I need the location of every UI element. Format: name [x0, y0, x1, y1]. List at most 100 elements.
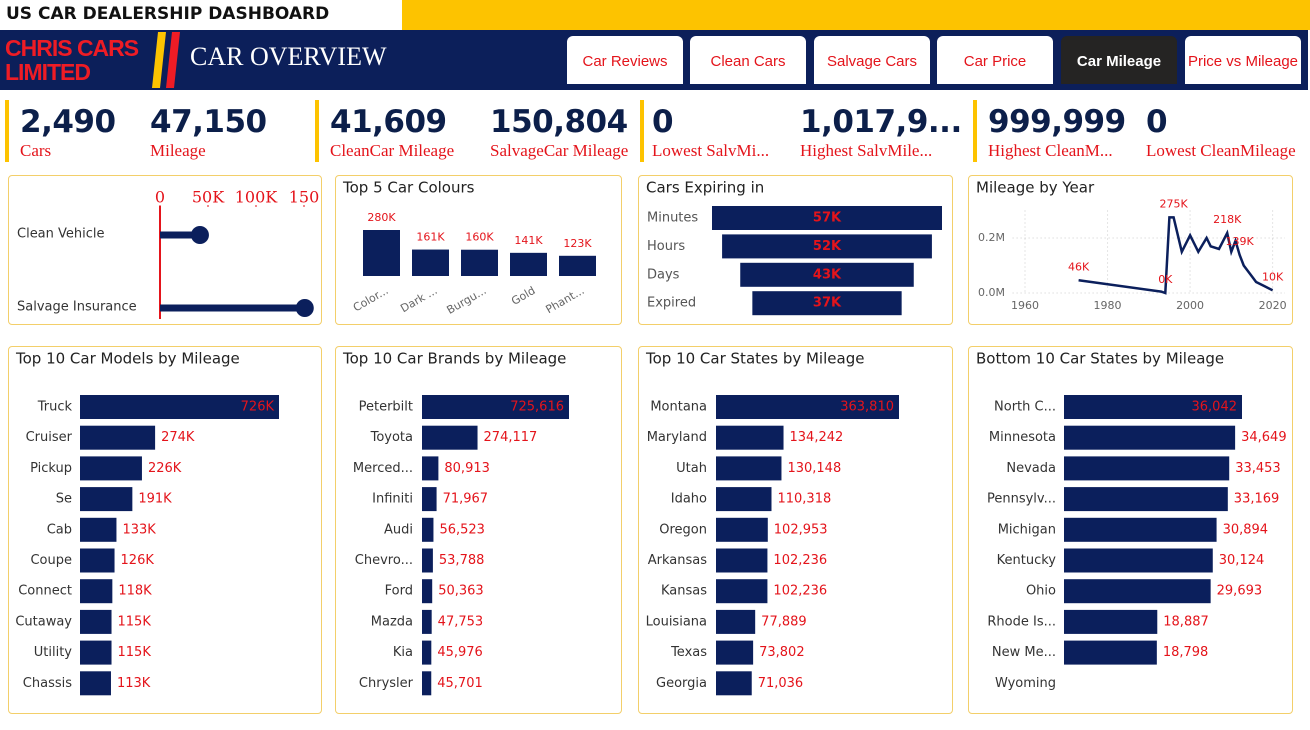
bar — [80, 517, 117, 542]
category-label: Merced... — [353, 461, 413, 476]
x-tick-label: Dark ... — [398, 284, 439, 315]
nav-tab[interactable]: Car Price — [937, 36, 1053, 84]
category-label: Salvage Insurance — [17, 300, 137, 315]
chart-title: Top 10 Car States by Mileage — [645, 350, 864, 368]
category-label: Oregon — [659, 522, 707, 537]
kpi-card: 41,609 CleanCar Mileage — [330, 102, 454, 160]
value-label: 57K — [813, 211, 842, 226]
chart-title: Bottom 10 Car States by Mileage — [976, 350, 1224, 368]
bar — [716, 395, 899, 419]
category-label: Kentucky — [997, 553, 1057, 568]
value-label: 115K — [118, 645, 152, 660]
bar — [80, 456, 142, 481]
kpi-value: 1,017,9... — [800, 104, 962, 140]
category-label: Chevro... — [355, 553, 413, 568]
funnel-bar — [712, 206, 942, 230]
kpi-label: Highest SalvMile... — [800, 141, 933, 160]
bar — [716, 517, 768, 542]
kpi-value: 999,999 — [988, 104, 1126, 140]
x-tick-label: Burgu... — [445, 284, 489, 317]
funnel-bar — [752, 291, 902, 316]
value-label: 725,616 — [510, 400, 564, 415]
category-label: Chrysler — [359, 676, 414, 691]
kpi-label: SalvageCar Mileage — [490, 141, 629, 160]
value-label: 77,889 — [761, 614, 807, 629]
x-tick-label: 1980 — [1094, 299, 1122, 312]
category-label: Maryland — [647, 430, 707, 445]
x-tick-label: 2020 — [1259, 299, 1287, 312]
kpi-label: Lowest SalvMi... — [652, 141, 770, 160]
header-accent — [402, 0, 1310, 30]
chart-panel: Top 10 Car Brands by Mileage Peterbilt 725… — [335, 346, 622, 714]
bar — [422, 579, 433, 604]
bar — [80, 640, 112, 665]
stripe — [166, 32, 180, 88]
category-label: Idaho — [671, 492, 707, 507]
value-label: 33,169 — [1234, 492, 1280, 507]
chart-title: Top 10 Car Brands by Mileage — [342, 350, 566, 368]
value-label: 139K — [1225, 235, 1254, 248]
value-label: 191K — [138, 492, 172, 507]
category-label: Rhode Is... — [987, 614, 1056, 629]
bar — [716, 456, 782, 481]
value-label: 102,953 — [774, 522, 828, 537]
category-label: Ford — [385, 584, 413, 599]
kpi-separator — [640, 100, 644, 162]
kpi-separator — [973, 100, 977, 162]
bar — [363, 230, 400, 276]
logo-stripes — [152, 32, 180, 88]
nav-tab[interactable]: Car Mileage — [1061, 36, 1177, 84]
value-label: 50,363 — [438, 584, 484, 599]
chart: Mileage by Year 0.0M 0.2M 1960 1980 2000 2020 4… — [976, 179, 1287, 313]
value-label: 363,810 — [840, 400, 894, 415]
category-label: Texas — [670, 645, 707, 660]
page-title: CAR OVERVIEW — [190, 42, 387, 71]
chart-title: Top 5 Car Colours — [342, 179, 475, 197]
bar — [559, 255, 596, 276]
value-label: 160K — [465, 231, 494, 244]
chart-title: Top 10 Car Models by Mileage — [15, 350, 240, 368]
kpi-value: 150,804 — [490, 104, 628, 140]
value-label: 30,894 — [1223, 522, 1269, 537]
nav-tab[interactable]: Salvage Cars — [814, 36, 930, 84]
category-label: Montana — [650, 400, 707, 415]
funnel-bar — [722, 234, 932, 259]
category-label: Minutes — [647, 211, 698, 226]
category-label: Se — [56, 492, 72, 507]
bar — [461, 249, 498, 276]
chart: Top 10 Car Brands by Mileage Peterbilt 725… — [342, 350, 569, 696]
chart-panel: 0 50K 100K 150 Clean Vehicle Salvage Insuranc… — [8, 175, 322, 325]
chart: Top 5 Car Colours 280K Color... 161K Dark ..… — [342, 179, 596, 317]
x-tick-label: Gold — [509, 284, 537, 308]
value-label: 218K — [1213, 213, 1242, 226]
kpi-card: 0 Lowest SalvMi... — [652, 102, 769, 160]
bar — [422, 425, 478, 450]
nav-tab[interactable]: Car Reviews — [567, 36, 683, 84]
value-label: 726K — [241, 400, 275, 415]
kpi-card: 150,804 SalvageCar Mileage — [490, 102, 628, 160]
bar — [716, 487, 772, 512]
category-label: Nevada — [1006, 461, 1056, 476]
x-tick-label: 150 — [289, 188, 320, 207]
value-label: 29,693 — [1217, 584, 1263, 599]
kpi-label: Cars — [20, 141, 52, 160]
category-label: Utility — [34, 645, 73, 660]
value-label: 161K — [416, 231, 445, 244]
category-label: Truck — [37, 400, 73, 415]
value-label: 53,788 — [439, 553, 485, 568]
bar — [80, 548, 115, 573]
category-label: Wyoming — [995, 676, 1056, 691]
value-label: 141K — [514, 234, 543, 247]
bar — [422, 640, 432, 665]
value-label: 56,523 — [439, 522, 485, 537]
value-label: 18,887 — [1163, 614, 1209, 629]
category-label: Days — [647, 267, 680, 282]
value-label: 102,236 — [773, 584, 827, 599]
nav-tab[interactable]: Clean Cars — [690, 36, 806, 84]
nav-tab[interactable]: Price vs Mileage — [1185, 36, 1301, 84]
bar — [80, 609, 112, 634]
kpi-value: 0 — [652, 104, 674, 140]
chart-title: Mileage by Year — [976, 179, 1095, 197]
category-label: Georgia — [656, 676, 707, 691]
kpi-label: Lowest CleanMileage — [1146, 141, 1296, 160]
